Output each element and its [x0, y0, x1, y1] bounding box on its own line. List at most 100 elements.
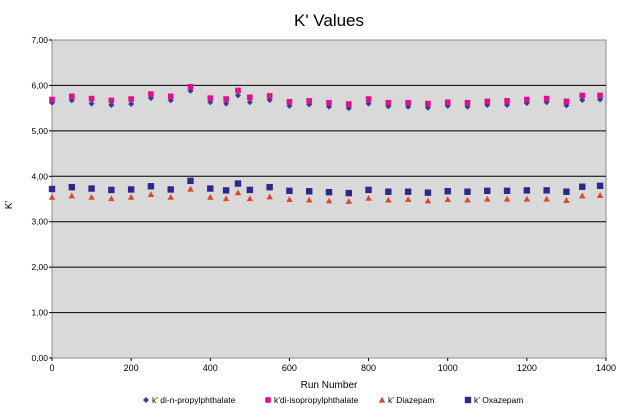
data-point	[365, 186, 372, 194]
y-tick-label: 2,00	[31, 262, 48, 272]
x-tick-label: 1000	[438, 363, 458, 373]
data-point	[207, 193, 214, 200]
legend-marker	[378, 396, 386, 403]
data-point	[147, 183, 155, 190]
data-point	[222, 187, 230, 194]
data-point	[325, 197, 333, 204]
data-point	[207, 185, 214, 192]
data-point	[345, 101, 352, 107]
data-point	[484, 98, 491, 105]
data-point	[464, 188, 471, 195]
data-point	[128, 101, 135, 108]
data-point	[246, 186, 254, 194]
legend-label: k' Diazepam	[388, 395, 435, 405]
data-point	[187, 185, 194, 192]
data-point	[404, 188, 412, 195]
legend-marker	[265, 397, 271, 403]
data-point	[425, 100, 431, 107]
data-point	[345, 189, 352, 197]
data-point	[187, 177, 194, 185]
data-point	[88, 185, 95, 192]
data-point	[444, 196, 451, 203]
data-point	[48, 185, 56, 193]
data-point	[286, 196, 293, 203]
data-point	[444, 188, 451, 195]
data-point	[424, 189, 432, 196]
data-point	[88, 100, 95, 107]
legend-item: k' Diazepam	[378, 395, 435, 405]
data-point	[385, 196, 392, 203]
data-point	[404, 196, 412, 203]
x-tick-label: 1200	[517, 363, 537, 373]
data-point	[234, 180, 242, 187]
data-point	[127, 193, 135, 200]
data-point	[148, 91, 154, 97]
data-point	[108, 101, 115, 108]
x-tick-label: 0	[49, 363, 54, 373]
data-point	[596, 192, 604, 198]
data-point	[68, 192, 75, 199]
data-point	[88, 95, 95, 102]
data-point	[234, 189, 242, 196]
data-point	[207, 95, 214, 101]
data-point	[563, 197, 570, 203]
data-point	[235, 87, 241, 94]
data-point	[167, 93, 174, 100]
data-point	[68, 183, 75, 191]
y-tick-label: 4,00	[31, 171, 48, 181]
y-axis-label: K'	[4, 201, 15, 210]
legend-marker	[464, 396, 472, 404]
legend-label: k' Oxazepam	[474, 395, 523, 405]
data-point	[266, 93, 273, 99]
data-point	[523, 195, 531, 202]
data-point	[167, 186, 174, 193]
data-point	[385, 99, 392, 106]
data-point	[385, 188, 392, 195]
y-tick-label: 7,00	[31, 35, 48, 45]
x-tick-label: 600	[282, 363, 297, 373]
data-point	[464, 196, 471, 203]
data-point	[424, 197, 432, 204]
data-point	[405, 99, 411, 106]
data-point	[563, 98, 570, 105]
data-point	[326, 99, 332, 106]
data-point	[147, 191, 155, 198]
data-point	[503, 195, 511, 202]
x-tick-label: 400	[203, 363, 218, 373]
series-group	[48, 177, 604, 197]
data-point	[247, 94, 253, 101]
y-tick-label: 5,00	[31, 126, 48, 136]
x-tick-label: 200	[124, 363, 139, 373]
data-point	[266, 183, 273, 191]
legend-item: k' Oxazepam	[464, 395, 523, 405]
data-point	[464, 99, 471, 106]
data-point	[88, 193, 95, 200]
data-point	[504, 98, 510, 104]
data-point	[49, 96, 55, 103]
y-tick-label: 6,00	[31, 80, 48, 90]
data-point	[596, 182, 604, 190]
data-point	[444, 99, 451, 106]
y-axis-ticks: 0,00 1,00 2,00 3,00 4,00 5,00 6,00 7,00	[31, 35, 52, 363]
data-point	[579, 183, 586, 190]
legend: k' di-n-propylphthalate k'di-isopropylpht…	[143, 395, 523, 405]
data-point	[543, 195, 550, 202]
data-point	[484, 187, 491, 195]
legend-item: k'di-isopropylphthalate	[265, 395, 359, 405]
data-markers	[48, 83, 604, 204]
series-group	[49, 83, 603, 107]
data-point	[266, 193, 273, 200]
data-point	[597, 92, 603, 99]
data-point	[543, 187, 550, 194]
series-group	[48, 185, 604, 204]
data-point	[365, 100, 372, 107]
data-point	[223, 96, 229, 102]
data-point	[223, 100, 230, 107]
x-tick-label: 1400	[596, 363, 616, 373]
data-point	[503, 187, 511, 195]
gridlines	[52, 84, 606, 314]
data-point	[48, 193, 56, 200]
data-point	[325, 188, 333, 196]
data-point	[579, 92, 586, 99]
